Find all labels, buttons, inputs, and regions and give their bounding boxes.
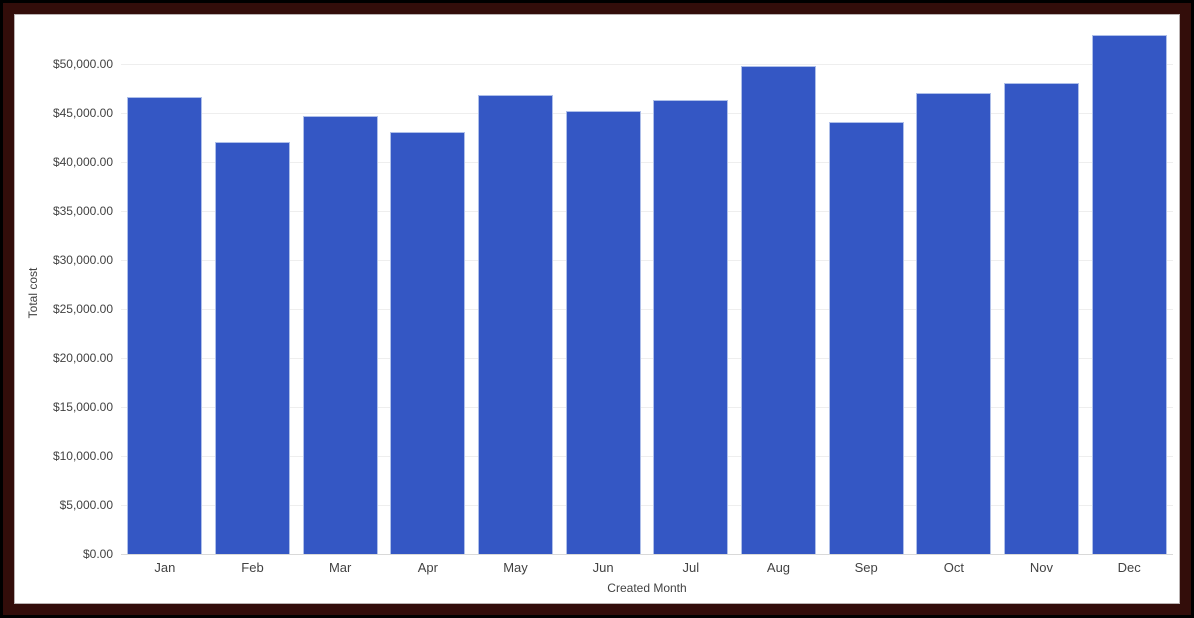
gridline (121, 407, 1173, 408)
y-tick-label: $45,000.00 (52, 106, 113, 120)
bar-may[interactable] (478, 95, 553, 554)
gridline (121, 113, 1173, 114)
x-axis-title: Created Month (607, 581, 687, 595)
bar-apr[interactable] (390, 132, 466, 554)
gridline (121, 211, 1173, 212)
window-frame: $0.00 $5,000.00 $10,000.00 $15,000.00 $20,00… (3, 3, 1191, 615)
gridline (121, 358, 1173, 359)
x-tick-may: May (503, 560, 528, 575)
x-tick-apr: Apr (417, 560, 438, 575)
y-tick-label: $35,000.00 (52, 204, 113, 218)
bar-feb[interactable] (215, 142, 290, 554)
bar-jul[interactable] (653, 100, 729, 554)
x-tick-sep: Sep (854, 560, 878, 575)
bar-jan[interactable] (127, 97, 203, 554)
x-tick-jan: Jan (154, 560, 176, 575)
x-axis-baseline (121, 554, 1173, 555)
x-tick-oct: Oct (943, 560, 964, 575)
y-tick-label: $30,000.00 (52, 253, 113, 267)
gridline (121, 260, 1173, 261)
gridline (121, 309, 1173, 310)
x-tick-feb: Feb (241, 560, 264, 575)
x-tick-jul: Jul (682, 560, 700, 575)
y-axis-title: Total cost (26, 267, 40, 319)
gridline (121, 505, 1173, 506)
y-tick-label: $20,000.00 (52, 351, 113, 365)
y-tick-label: $40,000.00 (52, 155, 113, 169)
chart-canvas: $0.00 $5,000.00 $10,000.00 $15,000.00 $20,00… (15, 15, 1179, 603)
x-tick-nov: Nov (1029, 560, 1054, 575)
bar-mar[interactable] (302, 116, 378, 554)
y-tick-label: $25,000.00 (52, 302, 113, 316)
bar-chart: $0.00 $5,000.00 $10,000.00 $15,000.00 $20,00… (15, 15, 1179, 603)
x-tick-aug: Aug (766, 560, 791, 575)
bar-nov[interactable] (1004, 83, 1079, 554)
y-tick-label: $50,000.00 (52, 57, 113, 71)
gridline (121, 162, 1173, 163)
gridline (121, 456, 1173, 457)
bar-jun[interactable] (565, 111, 641, 554)
bar-aug[interactable] (741, 66, 816, 554)
bar-dec[interactable] (1091, 35, 1167, 554)
y-tick-label: $5,000.00 (59, 498, 113, 512)
bar-oct[interactable] (916, 93, 992, 554)
x-tick-jun: Jun (592, 560, 614, 575)
y-tick-label: $10,000.00 (52, 449, 113, 463)
x-tick-mar: Mar (328, 560, 352, 575)
x-tick-dec: Dec (1117, 560, 1141, 575)
y-tick-label: $15,000.00 (52, 400, 113, 414)
y-tick-label: $0.00 (82, 547, 113, 561)
bar-sep[interactable] (828, 122, 904, 554)
gridline (121, 64, 1173, 65)
